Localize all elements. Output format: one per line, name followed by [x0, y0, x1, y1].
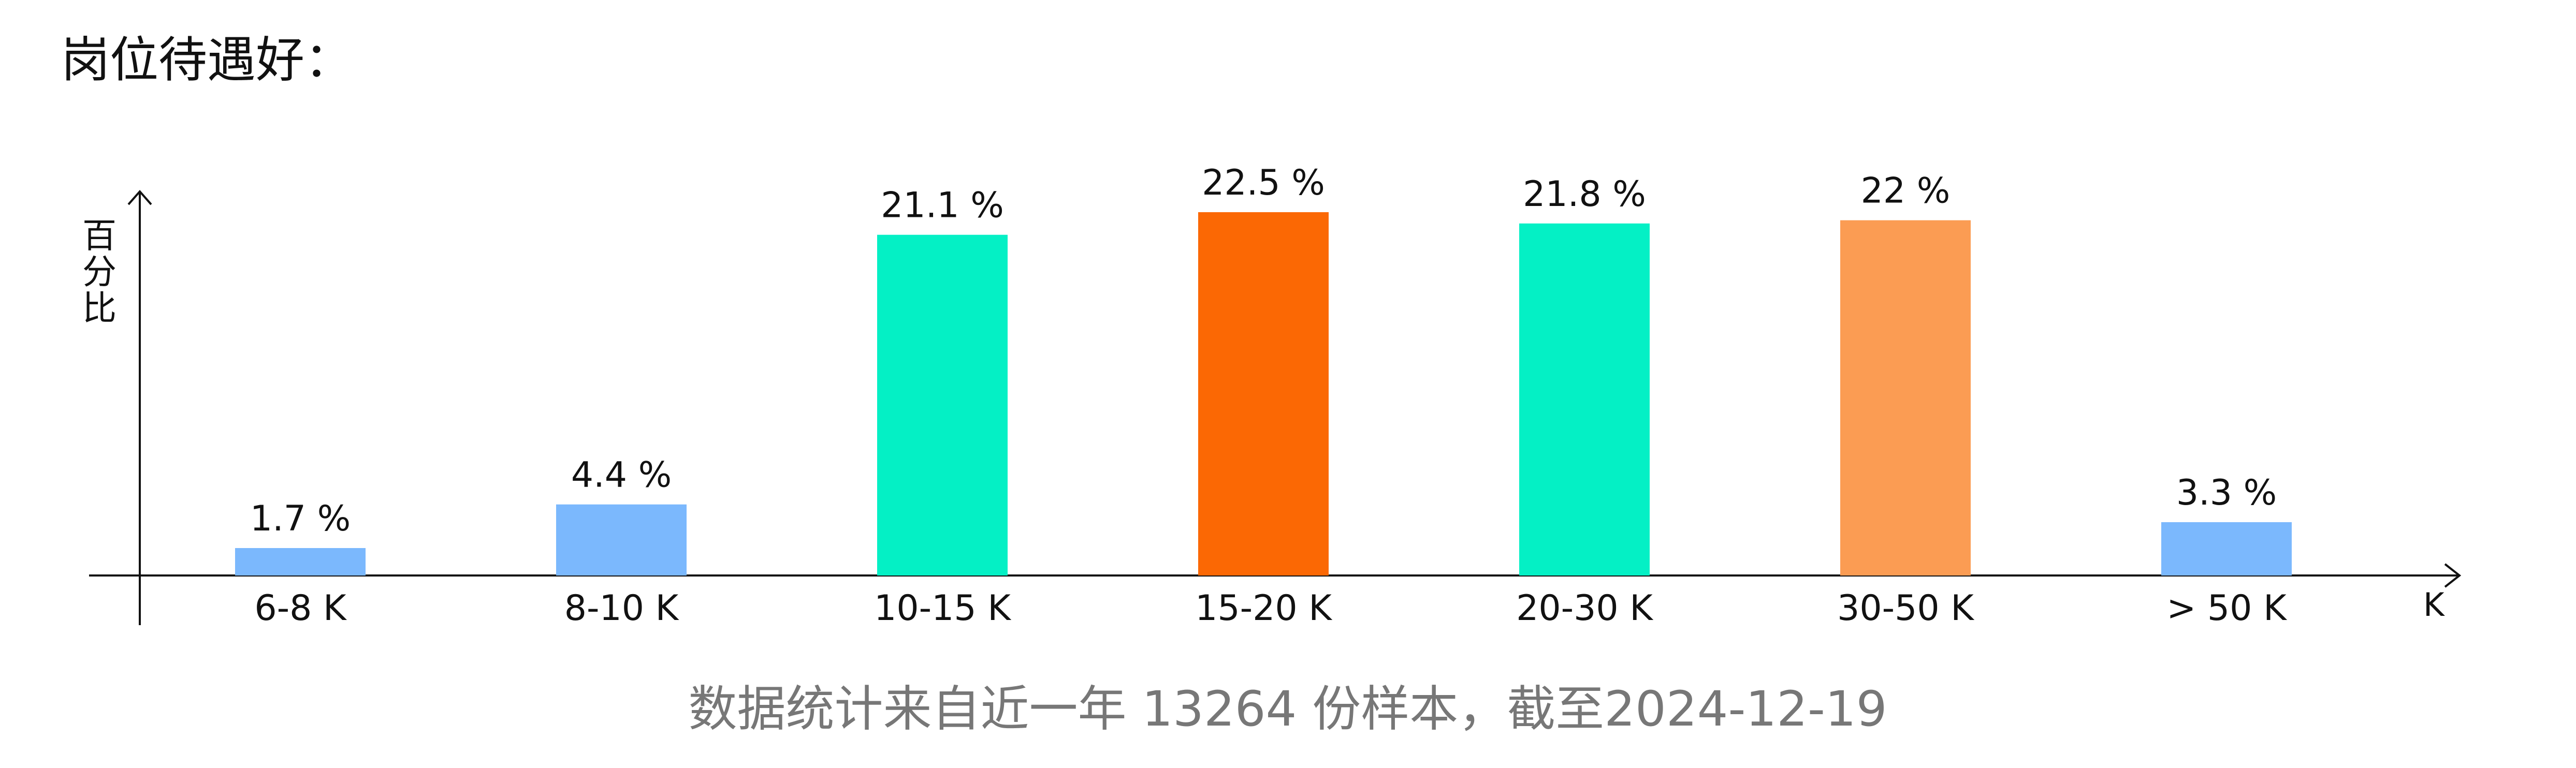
bars-layer — [235, 212, 2292, 576]
bar-1 — [235, 548, 366, 575]
x-axis-arrow — [2444, 563, 2462, 588]
data-label-4: 22.5 % — [1202, 163, 1325, 203]
bar-4 — [1198, 212, 1329, 575]
y-axis-label-char-1: 百 — [82, 216, 117, 256]
data-label-3: 21.1 % — [881, 185, 1004, 226]
data-label-2: 4.4 % — [571, 455, 672, 496]
bar-2 — [556, 504, 687, 575]
x-tick-label-1: 6-8 K — [254, 588, 347, 629]
bar-3 — [877, 234, 1008, 575]
x-tick-label-6: 30-50 K — [1837, 588, 1975, 629]
x-tick-label-7: > 50 K — [2166, 588, 2288, 629]
x-tick-labels: 6-8 K 8-10 K 10-15 K 15-20 K 20-30 K 30-50 K >… — [254, 588, 2288, 629]
bar-6 — [1840, 220, 1971, 576]
y-axis-label-char-2: 分 — [82, 252, 117, 292]
data-labels-layer: 1.7 % 4.4 % 21.1 % 22.5 % 21.8 % 22 % 3.3 % — [250, 163, 2277, 539]
x-tick-label-2: 8-10 K — [564, 588, 680, 629]
x-tick-label-3: 10-15 K — [874, 588, 1012, 629]
data-label-1: 1.7 % — [250, 498, 351, 539]
x-axis-unit-label: K — [2423, 586, 2445, 624]
chart-footer-note: 数据统计来自近一年 13264 份样本，截至2024-12-19 — [688, 681, 1887, 737]
y-axis-arrow — [127, 189, 152, 205]
data-label-6: 22 % — [1861, 171, 1951, 212]
x-tick-label-5: 20-30 K — [1516, 588, 1654, 629]
x-tick-label-4: 15-20 K — [1195, 588, 1333, 629]
bar-7 — [2161, 522, 2292, 575]
data-label-5: 21.8 % — [1523, 174, 1646, 215]
y-axis-label-char-3: 比 — [82, 288, 117, 328]
y-axis-label: 百分比 — [82, 216, 117, 328]
bar-5 — [1519, 223, 1650, 575]
data-label-7: 3.3 % — [2176, 472, 2277, 513]
chart-title: 岗位待遇好： — [61, 32, 353, 88]
